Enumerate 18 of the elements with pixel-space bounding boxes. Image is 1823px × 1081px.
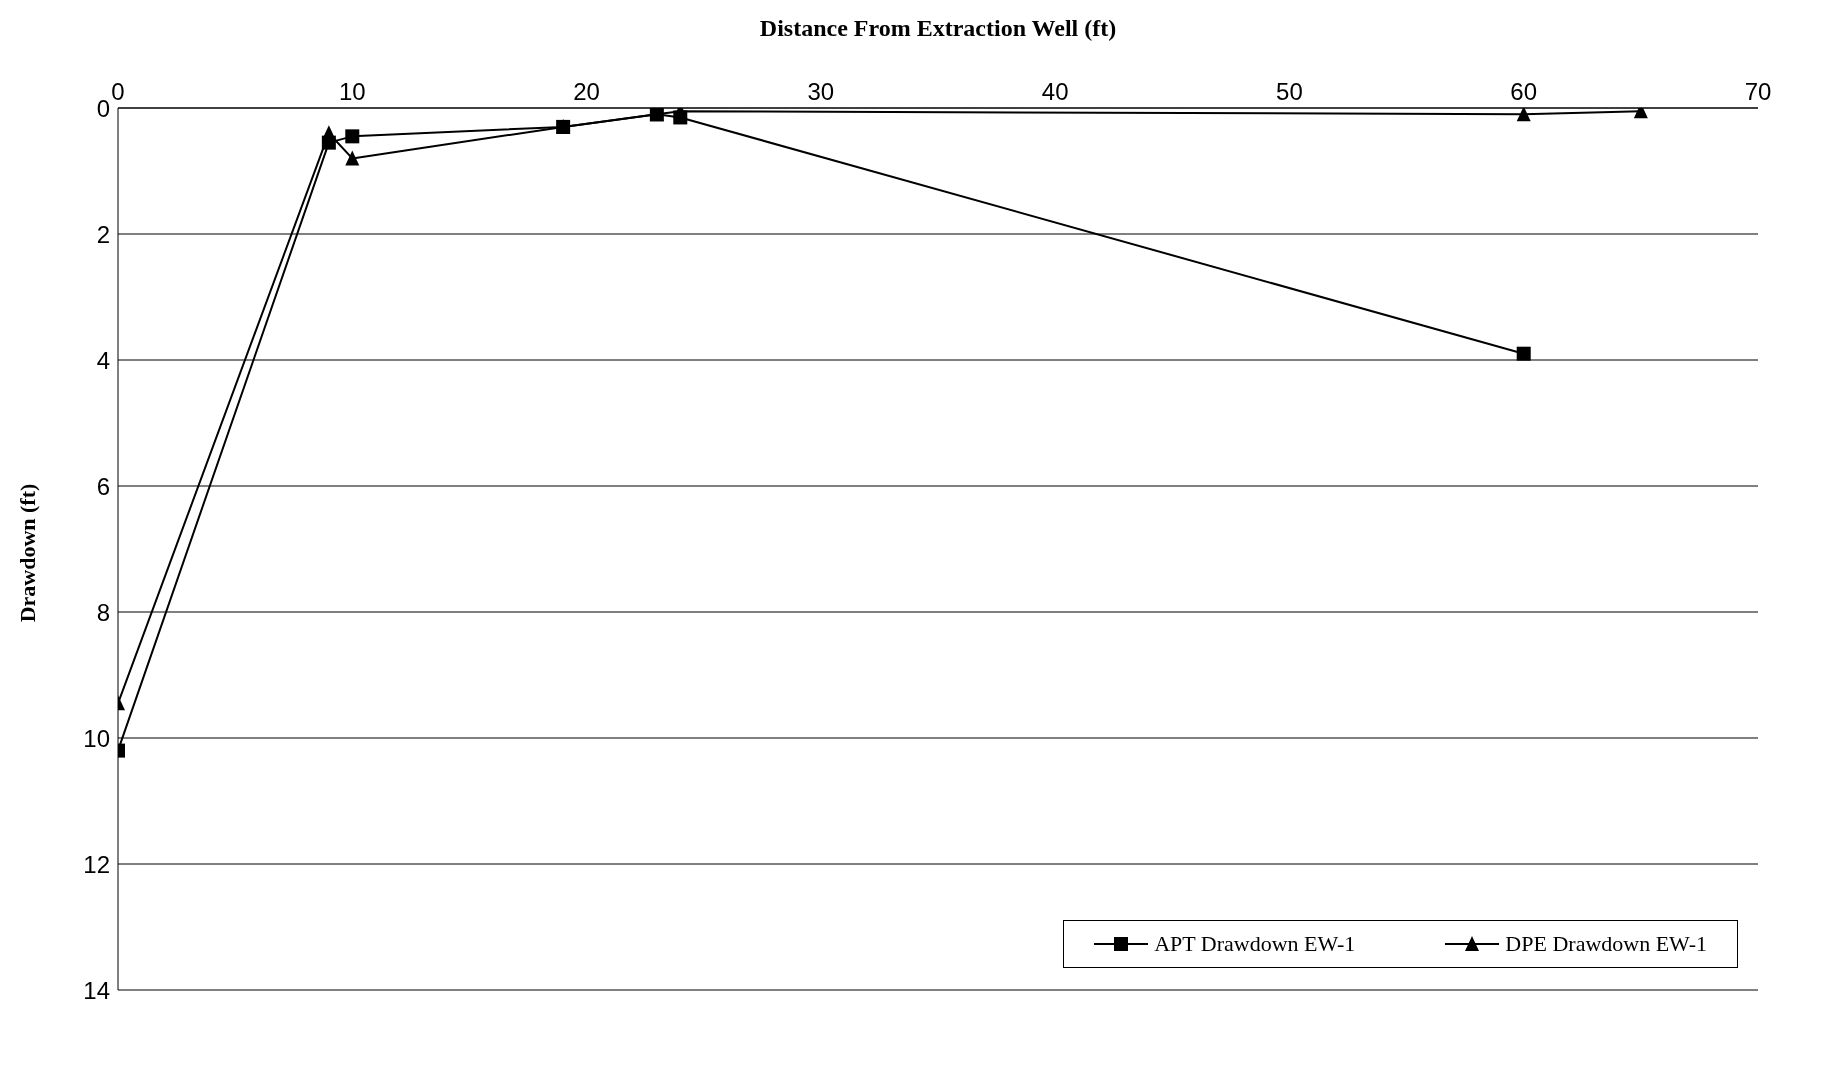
x-tick-label: 50 xyxy=(1276,78,1303,105)
y-tick-label: 12 xyxy=(83,850,110,878)
x-axis-title: Distance From Extraction Well (ft) xyxy=(758,14,1118,43)
y-tick-label: 8 xyxy=(96,598,110,626)
y-tick-label: 14 xyxy=(83,976,110,1004)
legend-label: APT Drawdown EW-1 xyxy=(1154,931,1356,957)
x-tick-label: 30 xyxy=(807,78,835,105)
y-axis-title: Drawdown (ft) xyxy=(15,483,41,623)
y-tick-label: 6 xyxy=(96,472,110,500)
legend-label: DPE Drawdown EW-1 xyxy=(1505,931,1707,957)
x-tick-label: 20 xyxy=(573,78,600,105)
x-tick-label: 10 xyxy=(338,78,366,105)
x-tick-label: 70 xyxy=(1744,78,1772,105)
x-tick-label: 40 xyxy=(1041,78,1069,105)
y-tick-label: 4 xyxy=(96,346,110,374)
y-tick-label: 2 xyxy=(96,220,110,248)
y-tick-label: 10 xyxy=(83,724,110,752)
x-tick-label: 60 xyxy=(1510,78,1538,105)
